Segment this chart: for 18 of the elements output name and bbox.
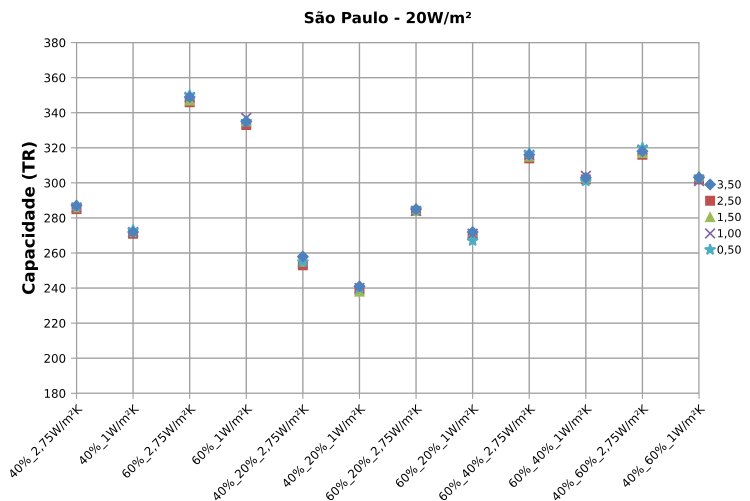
y-tick-label: 240	[44, 284, 66, 293]
y-tick-label: 380	[44, 38, 66, 48]
y-axis-title: Capacidade (TR)	[22, 142, 38, 294]
y-tick-label: 360	[44, 73, 66, 82]
legend-label: 1,00	[718, 229, 741, 239]
legend-label: 3,50	[718, 180, 741, 190]
y-tick-label: 200	[44, 354, 66, 363]
y-tick-label: 280	[44, 214, 66, 223]
legend-label: 1,50	[718, 212, 741, 222]
y-tick-label: 220	[44, 318, 66, 328]
chart-title: São Paulo - 20W/m²	[304, 11, 471, 25]
y-tick-label: 300	[44, 178, 66, 188]
legend-label: 0,50	[718, 245, 741, 255]
y-tick-label: 260	[44, 248, 66, 258]
y-tick-label: 180	[44, 389, 66, 398]
y-tick-label: 320	[44, 144, 66, 152]
y-tick-label: 340	[44, 108, 66, 118]
legend-label: 2,50	[718, 196, 741, 206]
